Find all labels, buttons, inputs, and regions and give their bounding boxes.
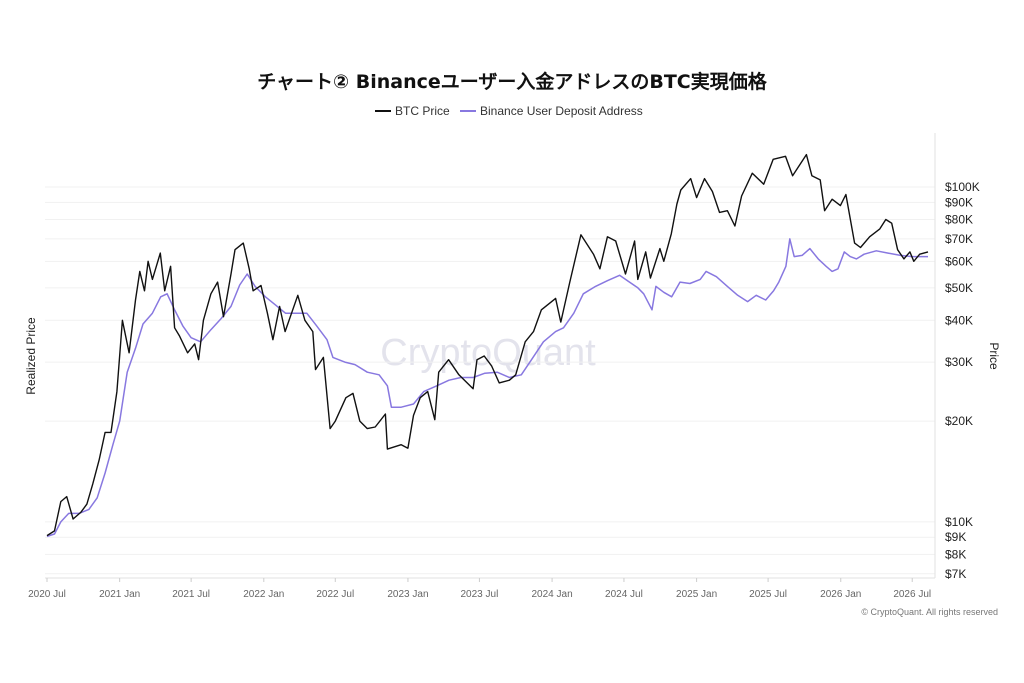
x-tick-label: 2026 Jan [820, 589, 861, 600]
y-tick-label: $40K [945, 313, 973, 327]
y-tick-label: $80K [945, 212, 973, 226]
x-tick-label: 2023 Jan [387, 589, 428, 600]
y-tick-label: $7K [945, 567, 966, 581]
x-tick-label: 2022 Jan [243, 589, 284, 600]
x-tick-label: 2024 Jan [532, 589, 573, 600]
x-tick-label: 2021 Jul [172, 589, 210, 600]
x-tick-label: 2020 Jul [28, 589, 66, 600]
x-tick-label: 2025 Jan [676, 589, 717, 600]
legend-item-btc-price[interactable]: BTC Price [375, 104, 450, 118]
x-tick-label: 2024 Jul [605, 589, 643, 600]
grid-lines [45, 186, 935, 575]
legend-label-binance-deposit: Binance User Deposit Address [480, 104, 643, 118]
legend-label-btc-price: BTC Price [395, 104, 450, 118]
x-tick-label: 2026 Jul [893, 589, 931, 600]
x-tick-label: 2023 Jul [461, 589, 499, 600]
y-axis-ticks: $100K$90K $80K $70K $60K $50K $40K $30K $20K $10… [945, 180, 980, 581]
y-axis-label-right: Price [987, 342, 1001, 370]
y-tick-label: $20K [945, 414, 973, 428]
x-axis-ticks: 2020 Jul 2021 Jan 2021 Jul 2022 Jan 2022 Jul… [28, 578, 931, 600]
y-tick-label: $100K [945, 180, 980, 194]
series-line-btc-price [46, 153, 929, 537]
x-tick-label: 2025 Jul [749, 589, 787, 600]
x-tick-label: 2021 Jan [99, 589, 140, 600]
x-tick-label: 2022 Jul [316, 589, 354, 600]
legend-item-binance-deposit[interactable]: Binance User Deposit Address [460, 104, 643, 118]
y-tick-label: $30K [945, 355, 973, 369]
watermark: CryptoQuant [380, 332, 596, 374]
y-tick-label: $70K [945, 232, 973, 246]
series-layer [46, 153, 929, 538]
y-tick-label: $10K [945, 515, 973, 529]
y-tick-label: $50K [945, 281, 973, 295]
copyright-text: © CryptoQuant. All rights reserved [861, 607, 998, 617]
series-line-binance-deposit [46, 238, 928, 538]
chart-title: チャート② Binanceユーザー入金アドレスのBTC実現価格 [257, 70, 768, 93]
y-tick-label: $9K [945, 530, 966, 544]
y-tick-label: $90K [945, 195, 973, 209]
y-tick-label: $8K [945, 547, 966, 561]
legend: BTC Price Binance User Deposit Address [375, 104, 643, 118]
y-axis-label-left: Realized Price [24, 317, 38, 395]
y-tick-label: $60K [945, 254, 973, 268]
